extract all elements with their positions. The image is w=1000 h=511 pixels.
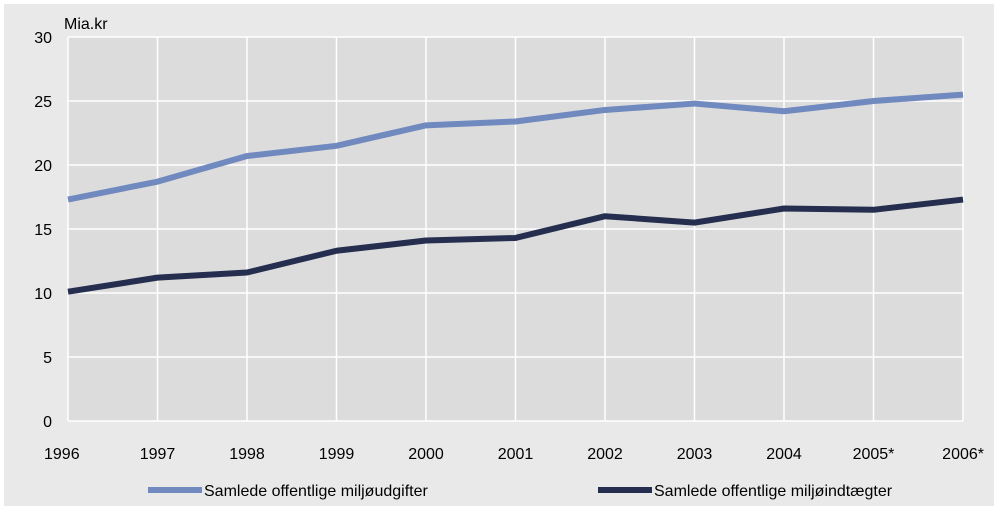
x-tick-label: 2001 xyxy=(498,446,534,463)
y-tick-label: 15 xyxy=(34,222,52,239)
series-lines xyxy=(67,91,964,295)
legend-label: Samlede offentlige miljøudgifter xyxy=(204,483,428,500)
x-tick-label: 1997 xyxy=(140,446,176,463)
legend-item-1: Samlede offentlige miljøudgifter xyxy=(148,483,428,500)
y-tick-label: 25 xyxy=(34,94,52,111)
x-tick-label: 2003 xyxy=(677,446,713,463)
x-tick-label: 1998 xyxy=(229,446,265,463)
y-tick-label: 20 xyxy=(34,158,52,175)
legend-label: Samlede offentlige miljøindtægter xyxy=(654,483,893,500)
y-tick-label: 30 xyxy=(34,30,52,47)
series-line-2 xyxy=(67,196,964,295)
x-axis-tick-labels: 1996 1997 1998 1999 2000 2001 2002 2003 2004 2005… xyxy=(44,446,984,463)
y-tick-label: 5 xyxy=(43,350,52,367)
legend: Samlede offentlige miljøudgifter Samlede … xyxy=(148,483,893,500)
x-tick-label: 2000 xyxy=(408,446,444,463)
x-tick-label: 1999 xyxy=(319,446,355,463)
y-tick-label: 0 xyxy=(43,414,52,431)
series-line-1 xyxy=(67,91,964,203)
y-tick-label: 10 xyxy=(34,286,52,303)
x-tick-label: 2006* xyxy=(942,446,984,463)
y-axis-tick-labels: 0 5 10 15 20 25 30 xyxy=(34,30,52,431)
legend-item-2: Samlede offentlige miljøindtægter xyxy=(598,483,893,500)
x-tick-label: 2002 xyxy=(587,446,623,463)
x-tick-label: 2004 xyxy=(766,446,802,463)
y-axis-unit-label: Mia.kr xyxy=(64,16,108,33)
x-tick-label: 2005* xyxy=(853,446,895,463)
x-tick-label: 1996 xyxy=(44,446,80,463)
